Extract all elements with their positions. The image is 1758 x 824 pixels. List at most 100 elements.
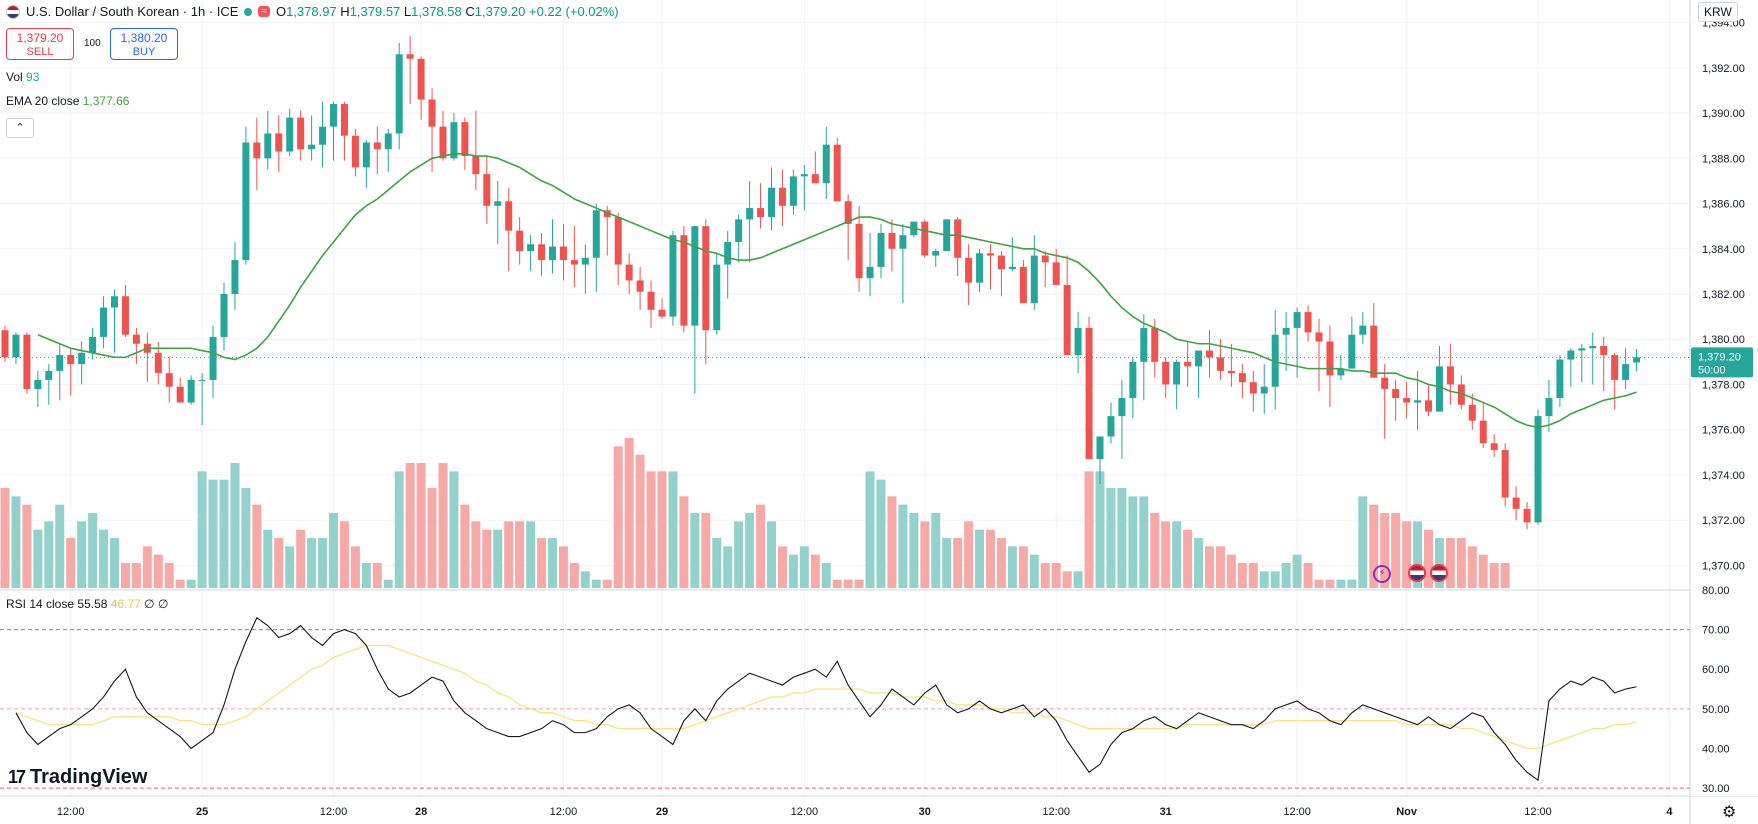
volume-bar: [515, 521, 525, 588]
volume-bar: [296, 529, 306, 588]
collapse-legend-button[interactable]: ⌃: [6, 118, 34, 138]
candle-body: [1227, 370, 1235, 374]
candle-body: [1326, 341, 1334, 376]
volume-bar: [1226, 554, 1236, 588]
candle-body: [625, 264, 633, 281]
ema-legend[interactable]: EMA 20 close 1,377.66: [6, 94, 130, 108]
volume-bar: [569, 563, 579, 588]
volume-bar: [1303, 563, 1313, 588]
candle-body: [111, 296, 118, 308]
volume-bar: [1183, 529, 1193, 588]
volume-bar: [1007, 546, 1017, 588]
volume-bar: [427, 488, 437, 588]
volume-bar: [548, 538, 557, 588]
usd-flag-icon: [6, 4, 20, 19]
candle-body: [746, 208, 754, 220]
price-axis[interactable]: 1,370.00 1,372.00 1,374.00 1,376.00 1,378.00…: [1691, 0, 1758, 796]
volume-bar: [1281, 563, 1291, 588]
volume-bar: [438, 463, 448, 588]
volume-legend[interactable]: Vol 93: [6, 70, 40, 84]
candle-body: [1479, 420, 1487, 444]
volume-bar: [1456, 538, 1466, 588]
candle-body: [1315, 332, 1323, 342]
candle-body: [373, 142, 381, 150]
price-axis-bg: [1691, 0, 1758, 796]
candle-body: [811, 174, 819, 184]
volume-bar: [1434, 538, 1444, 588]
settings-gear-icon[interactable]: ⚙: [1722, 804, 1737, 821]
candle-body: [1457, 384, 1465, 405]
volume-bar: [186, 579, 196, 588]
volume-bar: [1270, 571, 1280, 588]
candle-body: [713, 264, 721, 331]
volume-bar: [1358, 496, 1368, 588]
candle-body: [1238, 373, 1246, 383]
rsi-tick-label: 40.00: [1702, 743, 1730, 755]
candle-body: [1304, 312, 1312, 333]
candle-body: [833, 144, 841, 202]
candle-body: [1381, 377, 1389, 389]
open-value: 1,378.97: [286, 4, 337, 19]
symbol-title[interactable]: U.S. Dollar / South Korean · 1h · ICE: [26, 4, 239, 19]
candle-body: [1030, 255, 1038, 304]
volume-bar: [11, 496, 21, 588]
candle-body: [1392, 388, 1400, 399]
volume-bar: [1029, 554, 1039, 588]
currency-selector[interactable]: KRW: [1698, 2, 1738, 22]
volume-bar: [723, 546, 733, 588]
buy-price: 1,380.20: [120, 31, 168, 45]
volume-bar: [1325, 579, 1335, 588]
time-tick-label: 12:00: [550, 806, 578, 818]
volume-bar: [843, 579, 853, 588]
ohlc-readout: O1,378.97 H1,379.57 L1,378.58 C1,379.20 …: [275, 4, 619, 19]
countdown-label: 50:00: [1698, 364, 1726, 376]
candle-body: [987, 253, 994, 256]
candle-body: [231, 260, 239, 294]
volume-bar: [986, 529, 995, 588]
volume-bar: [1139, 496, 1149, 588]
buy-button[interactable]: 1,380.20 BUY: [110, 28, 178, 60]
candle-body: [1041, 255, 1049, 263]
volume-bar: [55, 504, 65, 588]
volume-bar: [77, 521, 87, 588]
candle-body: [1490, 443, 1498, 451]
us-event-flag-icon[interactable]: [1408, 564, 1426, 582]
market-open-icon: [244, 7, 253, 16]
candle-body: [1107, 416, 1115, 437]
price-tick-label: 1,392.00: [1702, 63, 1745, 75]
time-axis[interactable]: 12:00 25 12:00 28 12:00 29 12:00 30 12:00 31 12:00…: [57, 806, 1758, 818]
candle-body: [1501, 450, 1509, 498]
volume-bar: [383, 579, 393, 588]
rsi-legend[interactable]: RSI 14 close 55.58 46.77 ∅ ∅: [6, 597, 169, 611]
rsi-tick-label: 70.00: [1702, 625, 1730, 637]
change-value: +0.22 (+0.02%): [529, 4, 619, 19]
candle-body: [1195, 350, 1203, 367]
volume-bar: [690, 513, 700, 588]
lightning-event-icon[interactable]: ⚡: [1373, 565, 1391, 583]
volume-bar: [99, 529, 109, 588]
tradingview-logo[interactable]: 17 TradingView: [8, 766, 147, 789]
volume-bar: [318, 538, 328, 588]
volume-bar: [865, 471, 875, 588]
candle-body: [176, 386, 184, 403]
candle-body: [286, 117, 294, 152]
sell-button[interactable]: 1,379.20 SELL: [6, 28, 74, 60]
candle-body: [450, 122, 458, 159]
time-tick-label: 12:00: [791, 806, 819, 818]
candle-body: [23, 334, 31, 389]
buy-label: BUY: [132, 46, 156, 58]
volume-bar: [558, 546, 568, 588]
candle-body: [1019, 266, 1027, 304]
candle-body: [12, 334, 20, 358]
volume-bar: [208, 479, 218, 588]
candle-body: [1096, 436, 1104, 460]
volume-bar: [1369, 504, 1379, 588]
us-event-flag-icon-2[interactable]: [1430, 564, 1448, 582]
candle-body: [1129, 361, 1137, 399]
volume-bar: [1205, 546, 1214, 588]
volume-bar: [252, 504, 262, 588]
candle-body: [800, 174, 808, 177]
candle-body: [527, 244, 535, 252]
volume-bar: [591, 579, 601, 588]
